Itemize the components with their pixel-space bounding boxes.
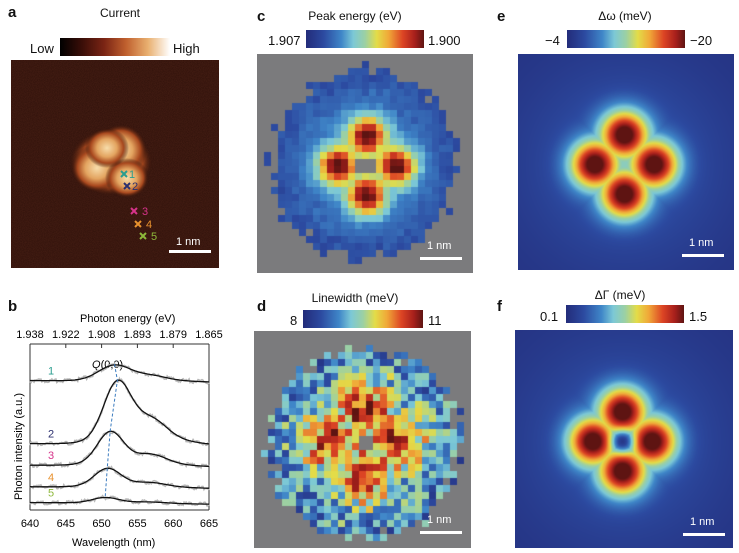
molecule-blob — [69, 124, 153, 198]
delta-gamma-map: 1 nm — [515, 330, 733, 548]
spectrum-fit-3 — [29, 430, 210, 468]
scale-bar-e-label: 1 nm — [689, 237, 714, 249]
delta-omega-canvas — [518, 54, 734, 270]
spectra-chart: Photon energy (eV) 1.938 1.922 1.908 1.893 1… — [13, 313, 223, 549]
x2-tick-label: 1.922 — [52, 329, 80, 341]
series-label-5: 5 — [48, 488, 54, 500]
linewidth-colorbar — [303, 310, 423, 328]
series-label-4: 4 — [48, 472, 54, 484]
x-tick-label: 660 — [164, 518, 182, 530]
panel-e-label: e — [497, 8, 506, 25]
tip-marker-4: 4 — [134, 219, 152, 231]
panel-f-label: f — [497, 298, 502, 315]
spectra-curves — [29, 361, 210, 507]
tip-marker-label: 5 — [151, 231, 157, 243]
peak-energy-colorbar — [306, 30, 424, 48]
panel-b-label: b — [8, 298, 18, 315]
x-tick-label: 655 — [128, 518, 146, 530]
scale-bar-d-label: 1 nm — [427, 514, 452, 526]
tip-marker-2: 2 — [123, 181, 138, 193]
delta-gamma-colorbar — [566, 305, 684, 323]
peak-energy-colorbar-max: 1.900 — [428, 33, 461, 48]
tip-marker-1: 1 — [120, 169, 135, 181]
tip-marker-label: 3 — [142, 206, 148, 218]
current-colorbar-title: Current — [99, 6, 140, 20]
x-axis-label: Wavelength (nm) — [72, 537, 155, 549]
tip-marker-5: 5 — [139, 231, 157, 243]
spectrum-fit-5 — [30, 496, 209, 505]
delta-omega-colorbar-title: Δω (meV) — [598, 9, 652, 23]
x2-tick-label: 1.893 — [124, 329, 152, 341]
delta-gamma-canvas — [515, 330, 733, 548]
delta-gamma-colorbar-max: 1.5 — [689, 309, 708, 324]
peak-energy-canvas — [257, 54, 473, 273]
tip-marker-3: 3 — [130, 206, 148, 218]
scale-bar-c — [420, 257, 462, 260]
x2-tick-label: 1.879 — [159, 329, 187, 341]
scale-bar-a-label: 1 nm — [176, 236, 200, 248]
x-tick-label: 645 — [57, 518, 75, 530]
linewidth-map: 1 nm — [254, 331, 471, 548]
current-colorbar — [60, 38, 170, 56]
x-tick-label: 650 — [92, 518, 110, 530]
x2-tick-marks — [29, 344, 210, 348]
x2-tick-label: 1.938 — [16, 329, 44, 341]
tip-position-markers: 12 345 — [120, 169, 157, 243]
linewidth-canvas — [254, 331, 471, 548]
tip-marker-label: 2 — [132, 181, 138, 193]
x-tick-labels: 640 645 650 655 660 665 — [21, 518, 218, 530]
spectrum-fit-2 — [30, 379, 210, 445]
panel-a-label: a — [8, 4, 17, 21]
delta-gamma-colorbar-title: ΔΓ (meV) — [594, 288, 646, 302]
y-axis-label: Photon intensity (a.u.) — [13, 393, 25, 500]
x2-tick-labels: 1.938 1.922 1.908 1.893 1.879 1.865 — [16, 329, 223, 341]
series-label-2: 2 — [48, 429, 54, 441]
spectrum-raw-5 — [29, 494, 210, 507]
delta-omega-map: 1 nm — [518, 54, 734, 270]
stm-current-svg: 12 345 1 nm — [11, 60, 219, 268]
spectrum-fit-1 — [30, 364, 209, 383]
delta-gamma-colorbar-min: 0.1 — [540, 309, 559, 324]
scale-bar-e — [682, 254, 724, 257]
x2-tick-label: 1.865 — [195, 329, 223, 341]
series-label-3: 3 — [48, 450, 54, 462]
linewidth-colorbar-title: Linewidth (meV) — [311, 291, 399, 305]
scale-bar-f — [683, 533, 725, 536]
spectrum-fit-4 — [30, 467, 209, 489]
linewidth-colorbar-min: 8 — [290, 313, 298, 328]
x-tick-label: 640 — [21, 518, 39, 530]
peak-energy-map: 1 nm — [257, 54, 473, 273]
panel-d-label: d — [257, 298, 267, 315]
scale-bar-a — [169, 250, 211, 253]
current-colorbar-low: Low — [30, 41, 54, 56]
delta-omega-colorbar — [567, 30, 685, 48]
series-labels: 1 2 3 4 5 — [48, 366, 54, 500]
linewidth-colorbar-max: 11 — [428, 313, 442, 328]
current-colorbar-high: High — [173, 41, 200, 56]
tip-marker-label: 4 — [146, 219, 152, 231]
x-tick-label: 665 — [200, 518, 218, 530]
panel-c-label: c — [257, 8, 266, 25]
peak-energy-colorbar-min: 1.907 — [268, 33, 301, 48]
x2-axis-label: Photon energy (eV) — [80, 313, 175, 325]
peak-energy-colorbar-title: Peak energy (eV) — [308, 9, 402, 23]
series-label-1: 1 — [48, 366, 54, 378]
delta-omega-colorbar-max: −20 — [690, 33, 713, 48]
spectrum-raw-3 — [29, 430, 210, 470]
delta-omega-colorbar-min: −4 — [545, 33, 560, 48]
tip-marker-label: 1 — [129, 169, 135, 181]
x2-tick-label: 1.908 — [88, 329, 116, 341]
peak-trace-line — [104, 364, 118, 497]
scale-bar-d — [420, 531, 462, 534]
scale-bar-c-label: 1 nm — [427, 240, 452, 252]
scale-bar-f-label: 1 nm — [690, 516, 715, 528]
